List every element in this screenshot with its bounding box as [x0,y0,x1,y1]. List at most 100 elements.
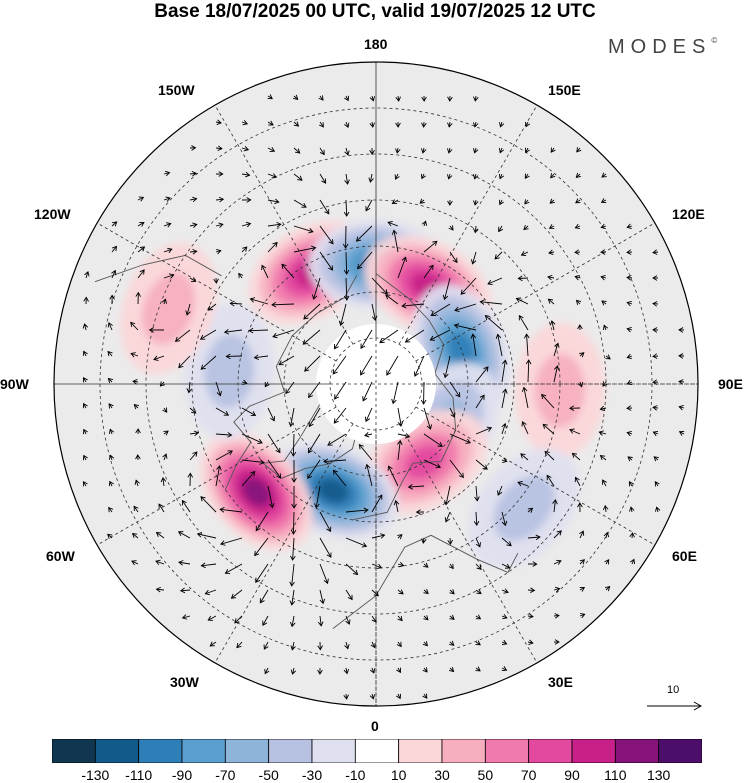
wind-arrow [319,225,334,245]
wind-arrow [523,387,529,409]
wind-arrow-head [577,324,583,330]
wind-arrow [359,444,373,461]
wind-arrow-head [332,469,338,475]
wind-arrow-head [447,122,453,128]
wind-arrow-head [528,639,534,645]
wind-arrow-head [250,411,257,417]
wind-arrow-head [393,499,400,506]
wind-arrow [293,173,303,181]
wind-arrow-head [192,196,198,203]
wind-arrow-head [505,563,511,569]
wind-arrow-head [460,289,466,295]
colorbar-tick-label: 90 [564,767,580,783]
wind-arrow-head [547,274,553,281]
wind-arrow-head [82,323,89,329]
colorbar [52,739,702,763]
wind-arrow-head [444,517,450,523]
wind-arrow-head [569,405,575,411]
wind-arrow [108,322,113,331]
wind-arrow-head [174,336,181,342]
wind-arrow-head [242,246,248,252]
wind-arrow-head [602,504,609,511]
wind-arrow-head [361,542,368,548]
wind-arrow [324,459,347,463]
wind-arrow [158,503,165,513]
wind-arrow-head [401,256,407,263]
wind-arrow [137,269,145,279]
wind-arrow-head [600,223,606,230]
wind-arrow [397,433,410,438]
wind-arrow [497,334,503,357]
wind-arrow-head [476,564,482,570]
wind-arrow [107,533,113,539]
brand-logo: MODES© [608,36,717,59]
wind-arrow [454,303,477,311]
colorbar-swatch [658,739,702,763]
wind-arrow-head [200,496,206,502]
wind-arrow [423,589,429,594]
chart-title: Base 18/07/2025 00 UTC, valid 19/07/2025… [154,1,596,22]
wind-arrow [475,427,492,435]
wind-arrow-head [652,353,658,359]
wind-arrow [197,533,217,539]
wind-arrow-head [579,586,586,592]
wind-arrow-head [575,198,581,204]
wind-arrow [366,464,373,487]
wind-arrow [487,277,503,285]
wind-arrow-head [447,148,453,154]
wind-arrow-head [343,295,350,301]
wind-arrow-head [652,275,658,281]
wind-arrow [292,537,295,560]
wind-arrow [475,511,478,526]
wind-arrow-head [501,666,508,672]
wind-arrow-head [376,563,383,569]
wind-arrow [449,407,455,418]
wind-arrow-head [530,587,536,593]
wind-arrow-head [398,589,404,595]
positive-anomaly [242,477,271,507]
wind-arrow-head [248,327,254,334]
wind-vectors [82,94,685,700]
wind-arrow-head [577,502,583,508]
wind-arrow [485,315,503,331]
meridian-line [96,406,337,546]
wind-arrow [292,667,295,675]
wind-arrow-head [257,438,263,444]
wind-arrow-head [295,148,301,154]
wind-arrow-head [475,542,481,548]
wind-arrow-head [423,615,429,621]
wind-arrow [267,121,274,126]
wind-arrow-head [598,430,604,436]
wind-arrow-head [549,198,555,204]
wind-arrow-head [360,343,366,349]
wind-arrow [405,329,425,343]
wind-arrow-head [319,598,326,605]
wind-arrow-head [236,642,242,649]
wind-arrow-head [134,479,140,485]
wind-arrow-head [308,392,314,399]
wind-arrow [285,381,295,394]
wind-arrow-head [541,393,547,400]
wind-arrow-head [501,520,508,527]
wind-arrow [163,248,172,253]
wind-arrow-head [600,198,607,204]
wind-arrow-head [449,640,455,646]
wind-arrow-head [453,323,460,329]
wind-arrow-head [502,613,508,620]
wind-arrow-head [498,199,504,206]
wind-arrow [292,511,295,535]
wind-arrow-head [448,666,455,673]
wind-arrow-head [107,533,113,539]
wind-arrow-head [238,272,244,279]
wind-arrow-head [253,354,259,360]
wind-arrow-head [421,148,427,154]
wind-arrow-head [422,667,428,673]
wind-arrow-head [653,456,659,462]
wind-arrow-head [216,390,222,397]
wind-arrow [255,563,269,583]
lon-label-120e: 120E [672,206,705,222]
wind-arrow-head [218,171,224,177]
wind-arrow-head [503,588,509,594]
wind-arrow [604,505,607,513]
wind-arrow-head [290,529,297,535]
